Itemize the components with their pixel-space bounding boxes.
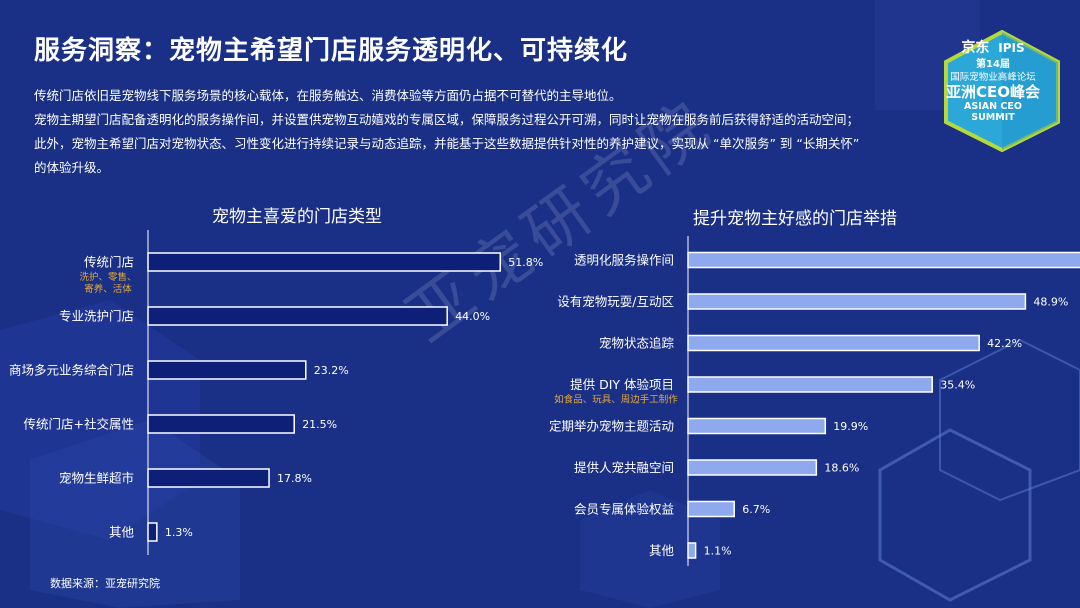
value-label: 6.7% <box>742 503 770 516</box>
bar <box>687 334 980 352</box>
category-note: 寄养、活体 <box>84 283 132 295</box>
value-label: 48.9% <box>1033 296 1068 309</box>
category-note: 如食品、玩具、周边手工制作 <box>554 394 678 406</box>
bar <box>147 468 270 488</box>
right-chart-title: 提升宠物主好感的门店举措 <box>693 209 897 229</box>
category-label: 宠物生鲜超市 <box>59 471 134 486</box>
bg-hexagon-bottom <box>580 490 720 608</box>
intro-line-1: 传统门店依旧是宠物线下服务场景的核心载体，在服务触达、消费体验等方面仍占据不可替… <box>34 88 622 103</box>
category-label: 专业洗护门店 <box>59 309 134 324</box>
bg-hexagon-left-2 <box>30 420 240 608</box>
value-label: 21.5% <box>302 418 337 431</box>
category-label: 宠物状态追踪 <box>599 336 675 351</box>
category-label: 传统门店+社交属性 <box>24 417 134 432</box>
bar <box>147 414 295 434</box>
page-title: 服务洞察：宠物主希望门店服务透明化、可持续化 <box>34 36 629 66</box>
logo-brand: 京东 <box>961 40 990 56</box>
value-label: 51.8% <box>508 256 543 269</box>
value-label: 1.1% <box>704 545 732 558</box>
logo-hexagon <box>944 30 1060 152</box>
bar <box>687 376 934 393</box>
value-label: 18.6% <box>824 462 859 475</box>
bar <box>687 500 735 518</box>
logo-summit-cn: 亚洲CEO峰会 <box>945 83 1040 101</box>
category-label: 设有宠物玩耍/互动区 <box>557 294 674 309</box>
bar <box>147 360 307 380</box>
intro-line-2: 宠物主期望门店配备透明化的服务操作间，并设置供宠物互动嬉戏的专属区域，保障服务过… <box>34 112 860 127</box>
value-label: 44.0% <box>455 310 490 323</box>
category-label: 其他 <box>649 543 675 558</box>
bar <box>147 252 501 272</box>
logo-session: 第14届 <box>976 59 1010 70</box>
value-label: 42.2% <box>987 337 1022 350</box>
value-label: 17.8% <box>277 472 312 485</box>
category-label: 其他 <box>109 525 135 540</box>
bg-hexagon-outline <box>939 338 1080 502</box>
logo-summit-en: ASIAN CEO SUMMIT <box>964 101 1022 123</box>
bar <box>687 251 1080 269</box>
bar <box>687 417 827 435</box>
value-label: 23.2% <box>314 364 349 377</box>
data-source: 数据来源：亚宠研究院 <box>50 577 160 590</box>
category-label: 商场多元业务综合门店 <box>9 363 134 378</box>
category-label: 会员专属体验权益 <box>574 502 674 517</box>
bar <box>147 522 158 542</box>
logo-brand-row: 京东 IPIS <box>942 37 1044 57</box>
logo-ipis: IPIS <box>998 41 1025 55</box>
bar <box>687 542 697 559</box>
logo-hexagon-shade <box>1002 32 1058 150</box>
category-label: 提供人宠共融空间 <box>574 460 674 475</box>
bar <box>687 459 818 476</box>
bg-hexagon-outline-2 <box>878 428 1032 602</box>
category-label: 定期举办宠物主题活动 <box>549 419 674 434</box>
category-label: 传统门店 <box>84 255 134 270</box>
value-label: 1.3% <box>165 526 193 539</box>
category-label: 提供 DIY 体验项目 <box>570 377 674 392</box>
value-label: 35.4% <box>940 379 975 392</box>
intro-line-4: 的体验升级。 <box>34 160 110 175</box>
summit-logo <box>944 30 1060 152</box>
logo-forum: 国际宠物业高峰论坛 <box>950 72 1036 83</box>
left-chart-title: 宠物主喜爱的门店类型 <box>212 207 382 227</box>
category-note: 洗护、零售、 <box>79 271 136 283</box>
intro-line-3: 此外，宠物主希望门店对宠物状态、习性变化进行持续记录与动态追踪，并能基于这些数据… <box>34 136 860 151</box>
right-bar-chart: 透明化服务操作间68.5%设有宠物玩耍/互动区48.9%宠物状态追踪42.2%提… <box>549 236 1080 566</box>
value-label: 19.9% <box>833 420 868 433</box>
bar <box>147 306 448 326</box>
bar <box>687 293 1027 310</box>
category-label: 透明化服务操作间 <box>574 253 674 268</box>
